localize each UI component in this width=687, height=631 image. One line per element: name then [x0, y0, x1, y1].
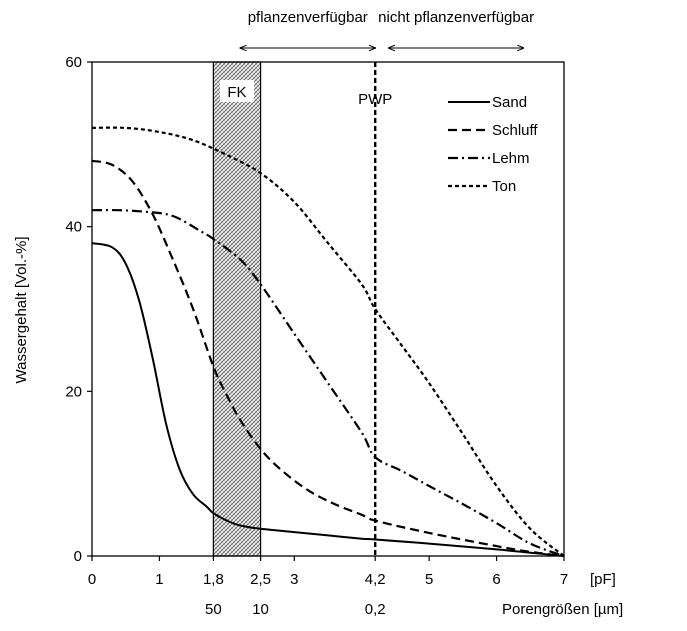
x-tick-label: 4,2	[365, 571, 386, 588]
x-tick-label: 6	[492, 571, 500, 588]
series-line-sand	[91, 242, 565, 557]
y-tick-label: 60	[65, 54, 82, 71]
legend-label-lehm: Lehm	[492, 150, 530, 167]
legend-label-schluff: Schluff	[492, 122, 538, 139]
x-tick-label: 3	[290, 571, 298, 588]
fk-band-layer: FK	[212, 61, 262, 557]
series-line-lehm	[91, 208, 565, 558]
pore-tick-label: 10	[252, 601, 269, 618]
legend-label-ton: Ton	[492, 178, 516, 195]
arrow-label-1: pflanzenverfügbar	[248, 9, 368, 26]
y-tick-label: 0	[74, 548, 82, 565]
series-line-schluff	[91, 159, 565, 558]
pore-tick-label: 0,2	[365, 601, 386, 618]
series-layer	[91, 126, 565, 558]
fk-band	[212, 61, 262, 557]
y-tick-label: 40	[65, 219, 82, 236]
y-axis-label: Wassergehalt [Vol.-%]	[13, 236, 30, 383]
pore-tick-label: 50	[205, 601, 222, 618]
plot-frame	[91, 61, 565, 557]
annotation-layer: PWP pflanzenverfügbar nicht pflanzenverfüg…	[240, 9, 534, 556]
arrow-label-2: nicht pflanzenverfügbar	[378, 9, 534, 26]
x-tick-label: 1,8	[203, 571, 224, 588]
fk-label: FK	[227, 84, 246, 101]
pore-size-axis-label: Porengrößen [µm]	[502, 601, 623, 618]
legend: Sand Schluff Lehm Ton	[448, 94, 538, 195]
axes-layer: 0 20 40 60 0 1 1,8 2,5 3 4,2 5 6 7 50 10 0,2	[65, 54, 568, 618]
fk-label-background	[219, 80, 254, 102]
x-axis-label: [pF]	[590, 571, 616, 588]
legend-label-sand: Sand	[492, 94, 527, 111]
x-tick-label: 1	[155, 571, 163, 588]
x-tick-label: 7	[560, 571, 568, 588]
x-tick-label: 5	[425, 571, 433, 588]
x-tick-label: 0	[88, 571, 96, 588]
x-tick-label: 2,5	[250, 571, 271, 588]
pwp-label: PWP	[358, 91, 392, 108]
series-line-ton	[91, 126, 565, 557]
y-tick-label: 20	[65, 383, 82, 400]
